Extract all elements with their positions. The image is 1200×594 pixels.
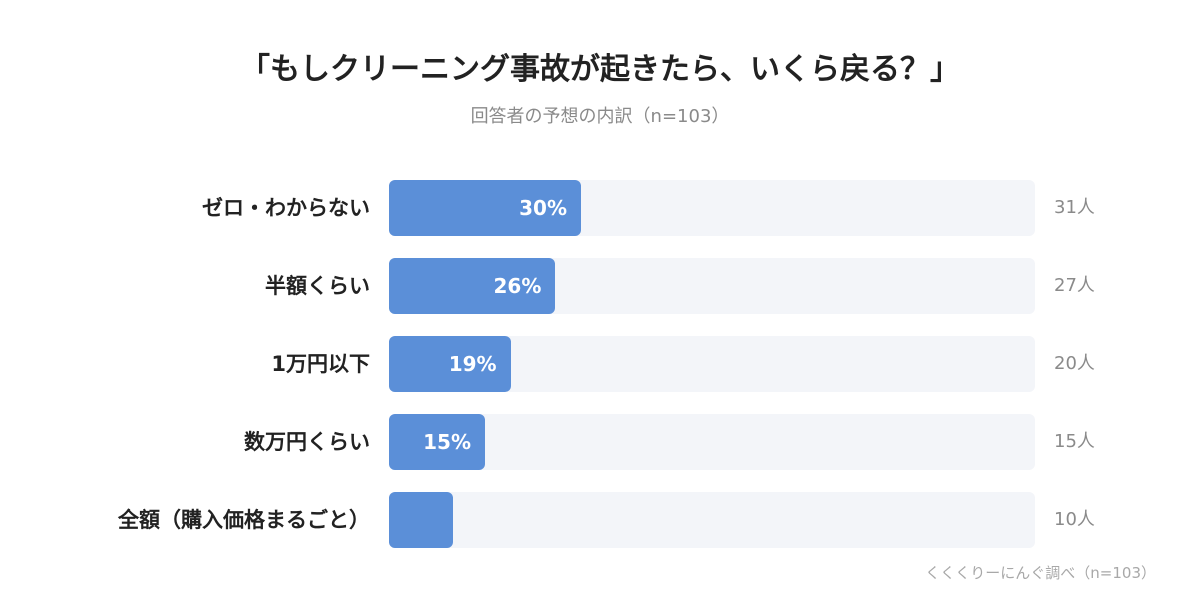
count-label: 31人 xyxy=(1054,197,1095,218)
bar-track xyxy=(389,492,1035,548)
bar-row: 半額くらい 26% 27人 xyxy=(0,258,1200,314)
bar-row: ゼロ・わからない 30% 31人 xyxy=(0,180,1200,236)
value-label: 15% xyxy=(423,430,471,454)
value-label: 19% xyxy=(448,352,497,376)
count-label: 15人 xyxy=(1054,431,1095,452)
value-label: 26% xyxy=(493,274,542,298)
category-label: 1万円以下 xyxy=(271,352,370,376)
bar-row: 1万円以下 19% 20人 xyxy=(0,336,1200,392)
bar xyxy=(389,336,511,392)
count-label: 27人 xyxy=(1054,275,1095,296)
bar xyxy=(389,414,485,470)
category-label: 半額くらい xyxy=(265,274,370,298)
value-label: 30% xyxy=(519,196,567,220)
chart-title: 「もしクリーニング事故が起きたら、いくら戻る？」 xyxy=(240,52,960,87)
count-label: 20人 xyxy=(1054,353,1095,374)
category-label: ゼロ・わからない xyxy=(202,196,370,220)
count-label: 10人 xyxy=(1054,509,1095,530)
bar xyxy=(389,492,453,548)
bar-track xyxy=(389,414,1035,470)
category-label: 数万円くらい xyxy=(244,430,370,454)
bar-row: 数万円くらい 15% 15人 xyxy=(0,414,1200,470)
chart-subtitle: 回答者の予想の内訳（n=103） xyxy=(470,106,730,127)
category-label: 全額（購入価格まるごと） xyxy=(118,508,370,532)
bar xyxy=(389,258,556,314)
bar xyxy=(389,180,581,236)
bar-row: 全額（購入価格まるごと） 10人 xyxy=(0,492,1200,548)
source-note: くくくりーにんぐ調べ（n=103） xyxy=(925,564,1156,582)
